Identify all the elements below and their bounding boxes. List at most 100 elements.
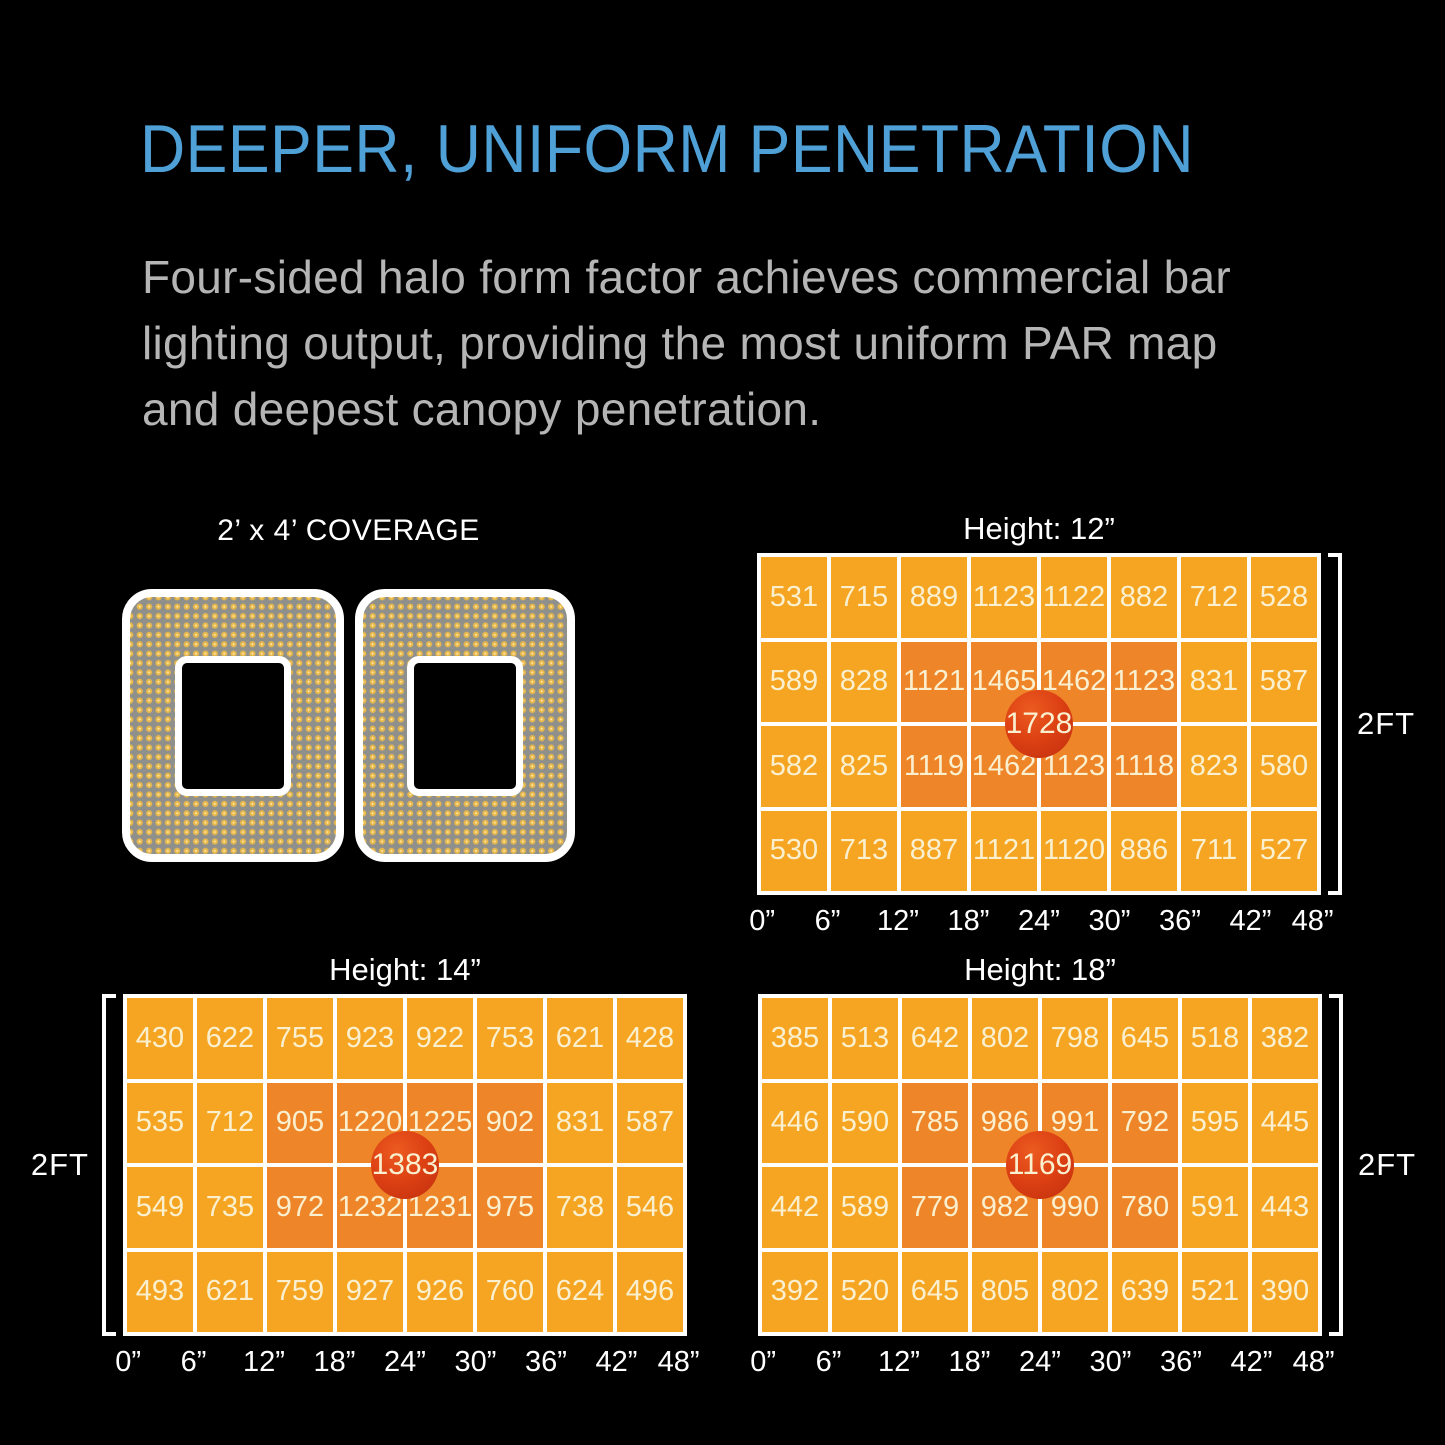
par-cell: 755 bbox=[267, 998, 333, 1079]
par-cell: 792 bbox=[1112, 1082, 1178, 1163]
axis-tick-label: 30” bbox=[1089, 1346, 1132, 1378]
led-panel-left bbox=[122, 589, 344, 862]
led-panel-right bbox=[355, 589, 575, 862]
par-cell: 1123 bbox=[971, 557, 1037, 638]
led-panel-right-center-opening bbox=[407, 655, 523, 796]
par-cell: 621 bbox=[197, 1251, 263, 1332]
x-axis: 0” 6” 12” 18” 24” 30” 36” 42” 48” bbox=[749, 905, 1333, 941]
par-cell: 580 bbox=[1251, 726, 1317, 807]
description-paragraph: Four-sided halo form factor achieves com… bbox=[142, 244, 1231, 442]
par-cell: 582 bbox=[761, 726, 827, 807]
par-cell: 521 bbox=[1182, 1251, 1248, 1332]
par-cell: 445 bbox=[1252, 1082, 1318, 1163]
par-cell: 493 bbox=[127, 1251, 193, 1332]
par-cell: 546 bbox=[617, 1167, 683, 1248]
par-cell: 587 bbox=[617, 1082, 683, 1163]
par-cell: 1122 bbox=[1041, 557, 1107, 638]
par-cell: 624 bbox=[547, 1251, 613, 1332]
par-cell: 520 bbox=[832, 1251, 898, 1332]
par-cell: 496 bbox=[617, 1251, 683, 1332]
par-cell: 902 bbox=[477, 1082, 543, 1163]
x-axis: 0” 6” 12” 18” 24” 30” 36” 42” 48” bbox=[750, 1346, 1334, 1382]
par-cell: 753 bbox=[477, 998, 543, 1079]
par-map-title: Height: 18” bbox=[964, 952, 1116, 987]
par-cell: 1121 bbox=[901, 641, 967, 722]
par-cell: 712 bbox=[197, 1082, 263, 1163]
par-cell: 527 bbox=[1251, 810, 1317, 891]
par-cell: 446 bbox=[762, 1082, 828, 1163]
par-cell: 779 bbox=[902, 1167, 968, 1248]
par-cell: 622 bbox=[197, 998, 263, 1079]
par-cell: 926 bbox=[407, 1251, 473, 1332]
par-cell: 589 bbox=[832, 1167, 898, 1248]
axis-tick-label: 36” bbox=[1160, 1346, 1202, 1378]
axis-tick-label: 24” bbox=[1019, 1346, 1061, 1378]
axis-tick-label: 42” bbox=[1229, 905, 1272, 937]
axis-tick-label: 36” bbox=[525, 1346, 567, 1378]
par-cell: 1462 bbox=[1041, 641, 1107, 722]
par-map-title: Height: 14” bbox=[329, 952, 481, 987]
peak-value-badge: 1728 bbox=[1005, 690, 1073, 758]
par-cell: 882 bbox=[1111, 557, 1177, 638]
par-cell: 518 bbox=[1182, 998, 1248, 1079]
depth-bracket bbox=[1329, 994, 1343, 1336]
par-cell: 886 bbox=[1111, 810, 1177, 891]
axis-tick-label: 24” bbox=[384, 1346, 426, 1378]
axis-tick-label: 12” bbox=[877, 905, 919, 937]
par-cell: 639 bbox=[1112, 1251, 1178, 1332]
par-map-title: Height: 12” bbox=[963, 511, 1115, 546]
par-cell: 642 bbox=[902, 998, 968, 1079]
par-cell: 887 bbox=[901, 810, 967, 891]
led-panel-left-center-opening bbox=[175, 655, 291, 796]
par-cell: 428 bbox=[617, 998, 683, 1079]
depth-label: 2FT bbox=[1358, 1147, 1417, 1182]
par-cell: 831 bbox=[547, 1082, 613, 1163]
par-cell: 905 bbox=[267, 1082, 333, 1163]
par-cell: 735 bbox=[197, 1167, 263, 1248]
axis-tick-label: 48” bbox=[1292, 1346, 1335, 1378]
par-cell: 621 bbox=[547, 998, 613, 1079]
peak-value-badge: 1169 bbox=[1006, 1131, 1074, 1199]
par-map-height-12: Height: 12” 531 715 889 1123 1122 882 712 528 58… bbox=[749, 511, 1414, 937]
par-cell: 1123 bbox=[1111, 641, 1177, 722]
par-cell: 1118 bbox=[1111, 726, 1177, 807]
par-cell: 513 bbox=[832, 998, 898, 1079]
par-cell: 738 bbox=[547, 1167, 613, 1248]
par-cell: 785 bbox=[902, 1082, 968, 1163]
depth-bracket bbox=[102, 994, 116, 1336]
par-grid: 430 622 755 923 922 753 621 428 535 712 905 1220 122… bbox=[123, 994, 687, 1336]
par-cell: 1121 bbox=[971, 810, 1037, 891]
par-cell: 715 bbox=[831, 557, 897, 638]
coverage-title: 2’ x 4’ COVERAGE bbox=[217, 514, 480, 547]
par-cell: 713 bbox=[831, 810, 897, 891]
axis-tick-label: 12” bbox=[878, 1346, 920, 1378]
par-cell: 392 bbox=[762, 1251, 828, 1332]
par-cell: 549 bbox=[127, 1167, 193, 1248]
par-cell: 645 bbox=[1112, 998, 1178, 1079]
par-cell: 805 bbox=[972, 1251, 1038, 1332]
axis-tick-label: 12” bbox=[243, 1346, 285, 1378]
par-cell: 590 bbox=[832, 1082, 898, 1163]
par-cell: 760 bbox=[477, 1251, 543, 1332]
axis-tick-label: 6” bbox=[180, 1346, 207, 1378]
par-cell: 922 bbox=[407, 998, 473, 1079]
par-cell: 587 bbox=[1251, 641, 1317, 722]
depth-label: 2FT bbox=[1357, 706, 1416, 741]
par-cell: 1120 bbox=[1041, 810, 1107, 891]
par-cell: 591 bbox=[1182, 1167, 1248, 1248]
par-map-height-18: Height: 18” 385 513 642 802 798 645 518 382 446 5… bbox=[750, 952, 1415, 1378]
par-cell: 711 bbox=[1181, 810, 1247, 891]
par-cell: 382 bbox=[1252, 998, 1318, 1079]
x-axis: 0” 6” 12” 18” 24” 30” 36” 42” 48” bbox=[115, 1346, 699, 1382]
par-cell: 1119 bbox=[901, 726, 967, 807]
axis-tick-label: 42” bbox=[1230, 1346, 1273, 1378]
description-line-3: and deepest canopy penetration. bbox=[142, 383, 822, 435]
axis-tick-label: 30” bbox=[1088, 905, 1131, 937]
par-cell: 927 bbox=[337, 1251, 403, 1332]
axis-tick-label: 42” bbox=[595, 1346, 638, 1378]
axis-tick-label: 0” bbox=[750, 1346, 777, 1378]
par-cell: 443 bbox=[1252, 1167, 1318, 1248]
peak-value-badge: 1383 bbox=[371, 1131, 439, 1199]
axis-tick-label: 36” bbox=[1159, 905, 1201, 937]
